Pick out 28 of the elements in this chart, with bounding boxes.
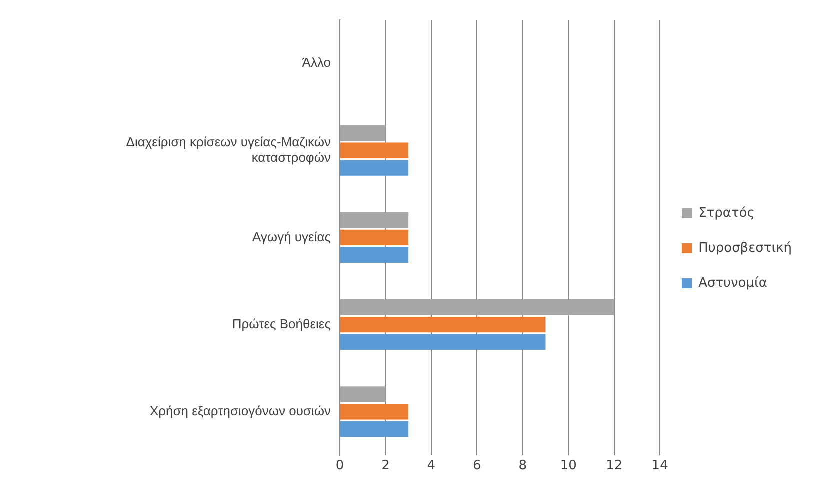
bar bbox=[340, 300, 614, 316]
bar bbox=[340, 142, 409, 158]
bar bbox=[340, 230, 409, 246]
bar bbox=[340, 334, 546, 350]
bar bbox=[340, 421, 409, 438]
x-tick-label: 4 bbox=[427, 458, 436, 474]
bar bbox=[340, 404, 409, 420]
x-tick-label: 8 bbox=[518, 458, 528, 474]
bar bbox=[340, 212, 409, 228]
bar bbox=[340, 316, 546, 333]
x-tick-label: 0 bbox=[336, 458, 344, 474]
y-tick-label: Διαχείριση κρίσεων υγείας-Μαζικών καταστροφών bbox=[126, 134, 331, 165]
bar bbox=[340, 386, 386, 402]
legend-label: Αστυνομία bbox=[698, 276, 768, 291]
bar bbox=[340, 125, 386, 142]
y-tick-label: Πρώτες Βοήθειες bbox=[232, 316, 331, 332]
x-tick-label: 6 bbox=[473, 458, 482, 474]
x-tick-label: 14 bbox=[652, 458, 668, 474]
y-tick-label: Άλλο bbox=[302, 55, 331, 70]
legend-label: Στρατός bbox=[698, 206, 755, 221]
y-tick-label: Χρήση εξαρτησιογόνων ουσιών bbox=[150, 403, 331, 418]
y-tick-label: Αγωγή υγείας bbox=[252, 229, 331, 244]
bar bbox=[340, 160, 409, 176]
legend-label: Πυροσβεστική bbox=[698, 240, 792, 256]
bar bbox=[340, 247, 409, 263]
x-tick-label: 12 bbox=[606, 458, 623, 474]
x-tick-label: 10 bbox=[560, 458, 577, 474]
x-tick-label: 2 bbox=[382, 458, 390, 474]
